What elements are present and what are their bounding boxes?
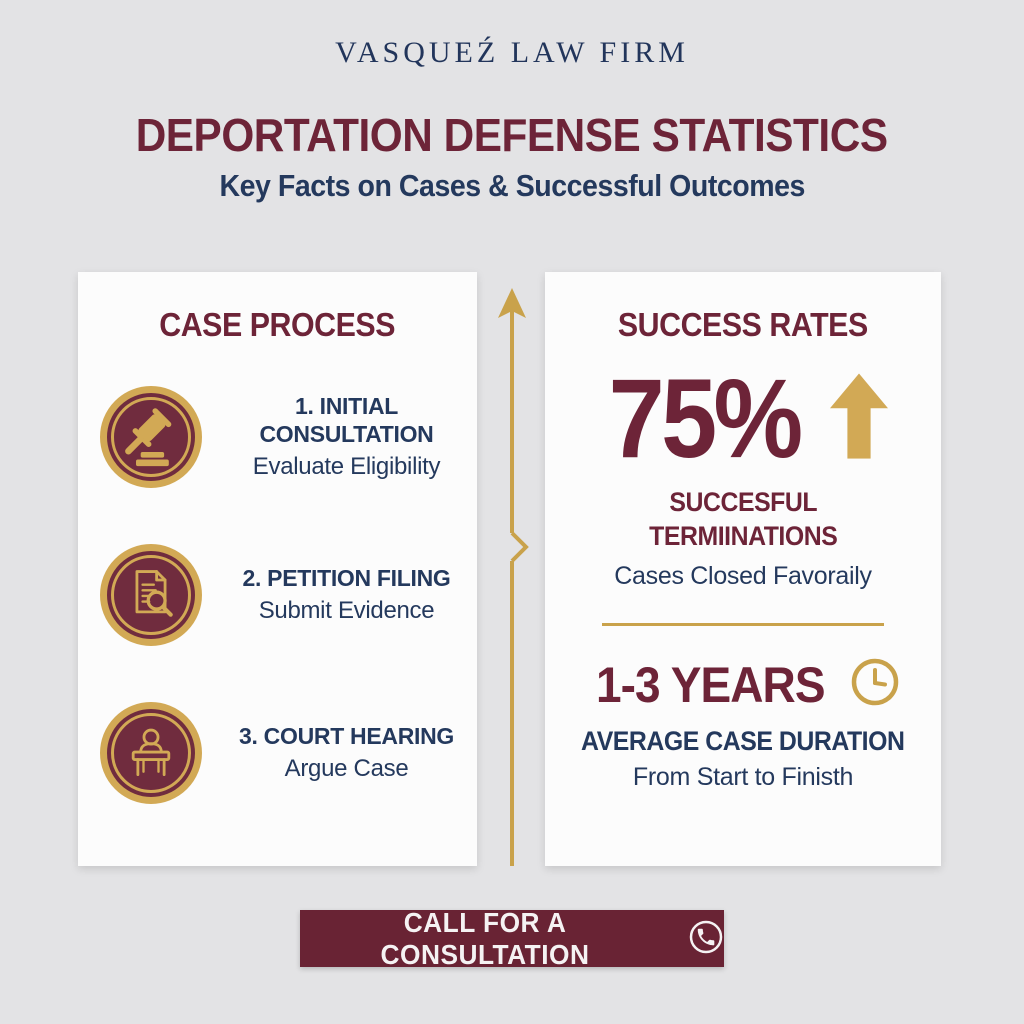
stat-label-line1: SUCCESFUL [669,487,817,518]
process-steps: 1. INITIAL CONSULTATION Evaluate Eligibi… [78,386,477,804]
step-2-detail: Submit Evidence [258,596,435,624]
success-stat: 75% [545,356,941,481]
step-2-title: 2. PETITION FILING [242,565,451,592]
success-rate-value: 75% [608,356,804,481]
cta-label: CALL FOR A CONSULTATION [380,906,590,970]
case-process-card: CASE PROCESS 1. INITIAL CONSULTATION Eva [78,272,477,866]
duration-value: 1-3 YEARS [595,656,826,713]
duration-stat: 1-3 YEARS [545,656,941,714]
brand-name: VASQUEŹ LAW FIRM [335,36,689,69]
up-arrow-icon [830,373,889,466]
page-subtitle: Key Facts on Cases & Successful Outcomes [219,168,805,203]
page-title: DEPORTATION DEFENSE STATISTICS [136,109,888,161]
case-process-title: CASE PROCESS [159,306,396,343]
clock-icon [850,657,900,712]
gavel-icon [100,386,202,488]
step-1-detail: Evaluate Eligibility [252,452,441,480]
success-rates-card: SUCCESS RATES 75% SUCCESFUL TERMIINATION… [545,272,941,866]
call-consultation-button[interactable]: CALL FOR A CONSULTATION [300,907,724,970]
phone-icon [688,919,724,958]
step-court-hearing: 3. COURT HEARING Argue Case [78,702,477,804]
duration-sublabel: From Start to Finisth [632,762,854,791]
document-search-icon [100,544,202,646]
stat-sublabel: Cases Closed Favoraily [614,561,872,590]
success-rates-title: SUCCESS RATES [618,306,868,343]
stat-label-line2: TERMIINATIONS [648,521,838,552]
duration-label: AVERAGE CASE DURATION [581,725,905,756]
up-flow-arrow-icon [492,286,532,873]
step-petition-filing: 2. PETITION FILING Submit Evidence [78,544,477,646]
step-3-detail: Argue Case [284,754,409,782]
gold-divider [602,622,884,626]
person-desk-icon [100,702,202,804]
step-3-title: 3. COURT HEARING [239,723,454,750]
step-initial-consultation: 1. INITIAL CONSULTATION Evaluate Eligibi… [78,386,477,488]
step-1-title: 1. INITIAL CONSULTATION [259,393,434,447]
